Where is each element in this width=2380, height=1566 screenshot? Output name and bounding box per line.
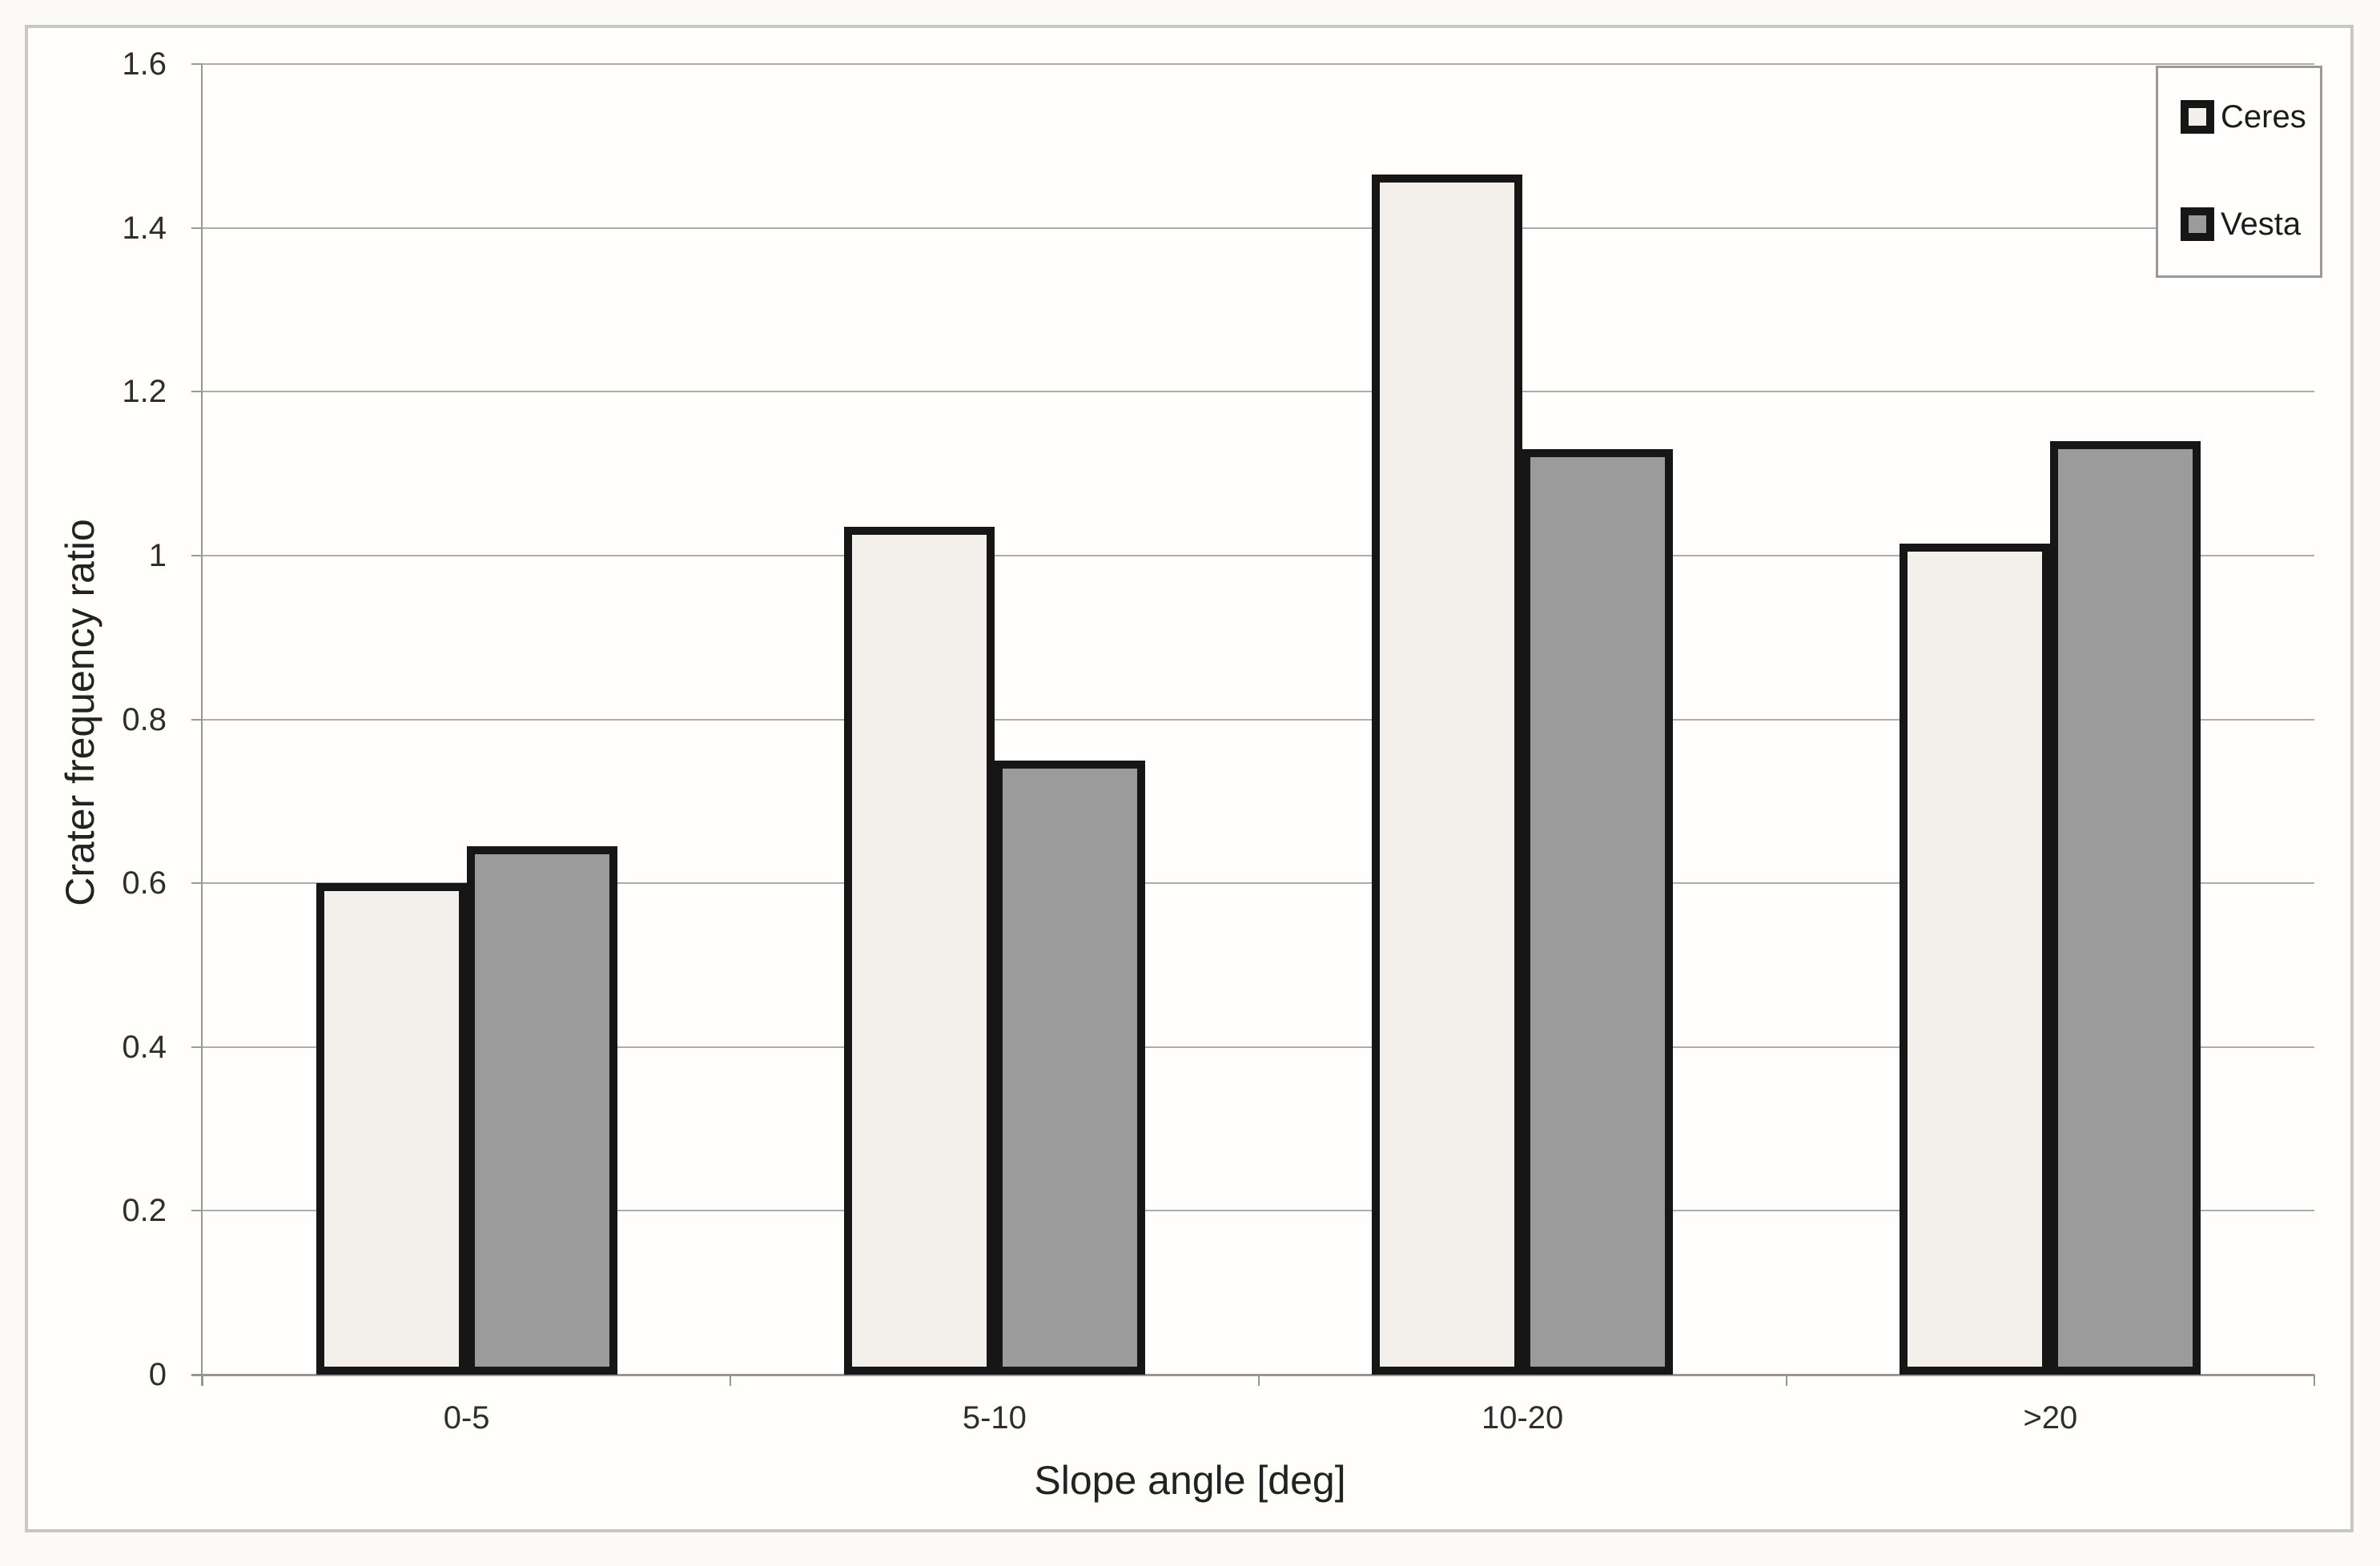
gridline-1.2 <box>203 391 2314 393</box>
y-tick-label-1.4: 1.4 <box>122 210 167 246</box>
y-tick-label-1.6: 1.6 <box>122 46 167 82</box>
x-tick-boundary-4 <box>2314 1375 2315 1386</box>
bar-vesta-10-20 <box>1522 449 1674 1375</box>
x-axis-line <box>191 1374 2314 1376</box>
x-tick-boundary-2 <box>1257 1375 1260 1386</box>
x-tick-boundary-0 <box>202 1375 203 1386</box>
y-tick-0.2 <box>191 1210 203 1212</box>
y-tick-1.6 <box>191 63 203 65</box>
y-tick-0.4 <box>191 1046 203 1048</box>
legend-swatch-icon-ceres <box>2181 100 2214 134</box>
legend-item-ceres: Ceres <box>2181 98 2320 135</box>
gridline-0.8 <box>203 718 2314 721</box>
gridline-0.6 <box>203 882 2314 885</box>
x-tick-label->20: >20 <box>2023 1400 2078 1436</box>
y-tick-label-0.8: 0.8 <box>122 701 167 737</box>
gridline-0.2 <box>203 1210 2314 1212</box>
y-tick-1.2 <box>191 391 203 393</box>
bar-ceres-5-10 <box>843 527 995 1375</box>
y-axis-title: Crater frequency ratio <box>58 519 103 906</box>
x-tick-boundary-3 <box>1785 1375 1787 1386</box>
bar-ceres->20 <box>1900 544 2051 1375</box>
y-tick-label-0.4: 0.4 <box>122 1029 167 1065</box>
legend-swatch-icon-vesta <box>2181 207 2214 241</box>
plot-area: 0 0.2 0.4 0.6 0.8 1 1.2 1.4 1.6 0-5 5-10 10-20 >20 <box>122 46 2315 1436</box>
y-axis-line <box>201 64 203 1386</box>
gridline-1.6 <box>203 63 2314 65</box>
gridline-1.4 <box>203 227 2314 229</box>
legend-label-vesta: Vesta <box>2221 206 2302 242</box>
bar-vesta->20 <box>2050 441 2201 1375</box>
x-tick-label-10-20: 10-20 <box>1481 1400 1564 1436</box>
legend-label-ceres: Ceres <box>2221 98 2306 135</box>
gridline-0.4 <box>203 1046 2314 1048</box>
y-tick-label-1: 1 <box>148 537 167 573</box>
gridline-1 <box>203 554 2314 556</box>
x-tick-label-5-10: 5-10 <box>962 1400 1027 1436</box>
legend-item-vesta: Vesta <box>2181 206 2320 242</box>
bar-ceres-10-20 <box>1372 175 1523 1375</box>
y-tick-1 <box>191 554 203 556</box>
legend: Ceres Vesta <box>2156 66 2322 278</box>
y-tick-label-1.2: 1.2 <box>122 374 167 410</box>
y-tick-1.4 <box>191 227 203 229</box>
bar-vesta-5-10 <box>994 761 1145 1375</box>
x-tick-label-0-5: 0-5 <box>443 1400 490 1436</box>
y-tick-0.6 <box>191 882 203 885</box>
y-tick-label-0.2: 0.2 <box>122 1193 167 1229</box>
bar-vesta-0-5 <box>466 846 617 1375</box>
x-axis-title: Slope angle [deg] <box>1034 1458 1346 1503</box>
bar-ceres-0-5 <box>316 883 467 1375</box>
y-tick-0.8 <box>191 718 203 721</box>
x-tick-boundary-1 <box>730 1375 732 1386</box>
y-tick-label-0: 0 <box>148 1357 167 1392</box>
y-tick-label-0.6: 0.6 <box>122 865 167 901</box>
